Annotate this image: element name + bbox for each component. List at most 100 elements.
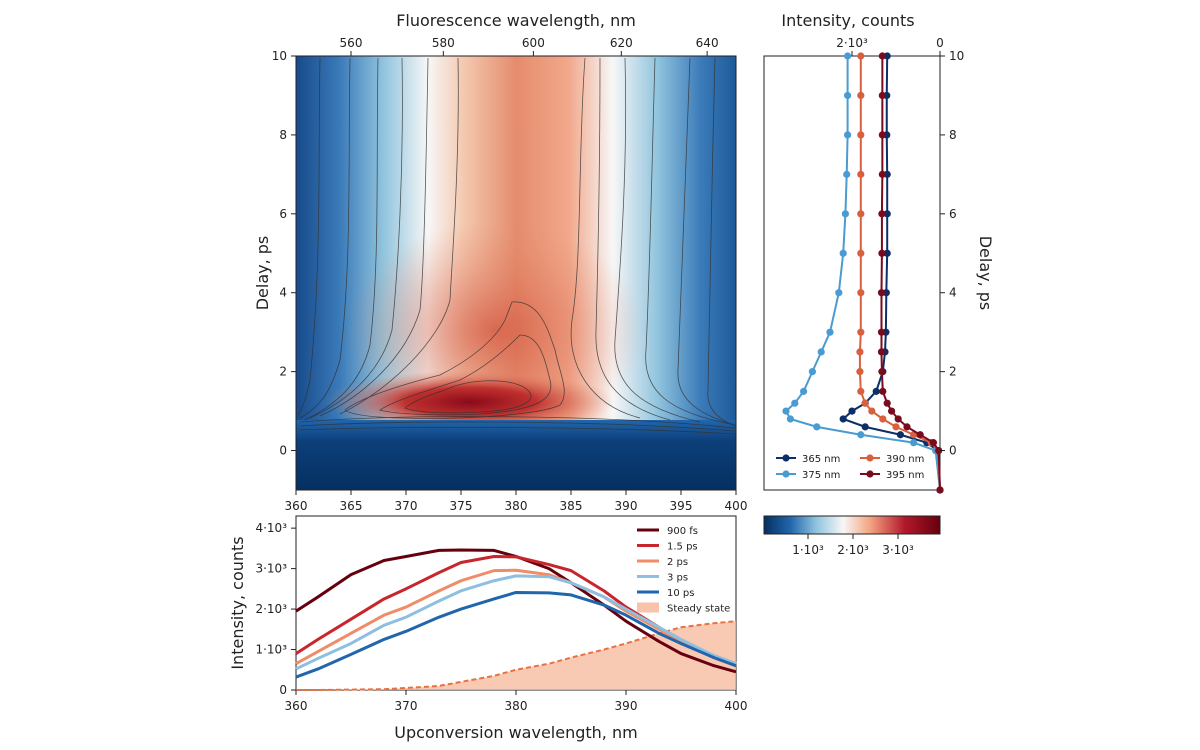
kinetics-y-axis-title: Delay, ps (976, 236, 995, 311)
kinetics-point (861, 399, 869, 407)
kinetics-point (857, 289, 865, 297)
kinetics-legend-label: 375 nm (802, 470, 840, 481)
kinetics-legend-label: 390 nm (886, 454, 924, 465)
spectra-legend-label: 1.5 ps (667, 542, 698, 553)
kinetics-point (894, 415, 902, 423)
kinetics-point (910, 439, 918, 447)
spectra-x-tick-label: 370 (395, 699, 418, 713)
kinetics-legend-label: 365 nm (802, 454, 840, 465)
kinetics-point (916, 431, 924, 439)
kinetics-point (878, 368, 886, 376)
colorbar-tick-label: 1·10³ (792, 543, 824, 557)
kinetics-point (872, 387, 880, 395)
kinetics-point (857, 387, 865, 395)
colorbar-tick-label: 2·10³ (837, 543, 869, 557)
spectra-y-tick-label: 1·10³ (255, 643, 287, 657)
kinetics-point (878, 91, 886, 100)
spectra-legend-label: 2 ps (667, 557, 688, 568)
kinetics-point (861, 423, 869, 431)
heatmap-top-tick-label: 620 (610, 36, 633, 50)
kinetics-point (843, 170, 851, 178)
heatmap-y-tick-label: 0 (279, 444, 287, 458)
kinetics-y-axis: 0 2 4 6 8 10 (940, 49, 964, 458)
kinetics-point (857, 131, 865, 139)
kinetics-legend: 365 nm 375 nm 390 nm 395 nm (776, 454, 924, 481)
heatmap-x-tick-label: 375 (450, 499, 473, 513)
kinetics-point (936, 486, 944, 494)
heatmap-x-tick-label: 385 (560, 499, 583, 513)
kinetics-point (878, 249, 886, 257)
kinetics-point (883, 210, 891, 218)
spectra-series-group (295, 548, 737, 679)
kinetics-point (883, 249, 891, 257)
kinetics-point (844, 131, 852, 139)
spectrum-line-4 (295, 590, 737, 679)
heatmap-prezero-band (296, 420, 736, 490)
kinetics-x-tick-label: 0 (936, 36, 944, 50)
heatmap-x-tick-label: 380 (505, 499, 528, 513)
colorbar (763, 515, 941, 535)
kinetics-point (878, 210, 886, 218)
spectra-x-tick-label: 360 (285, 699, 308, 713)
heatmap-x-axis: 360 365 370 375 380 385 390 395 400 (285, 490, 748, 513)
kinetics-point (877, 348, 886, 356)
kinetics-point (877, 289, 886, 297)
kinetics-point (857, 91, 865, 100)
kinetics-x-axis-title: Intensity, counts (781, 11, 914, 30)
spectra-panel: 360 370 380 390 400 0 1·10³ 2·10³ 3·10³ 4·10³ 90… (228, 515, 747, 742)
kinetics-point (782, 407, 790, 415)
heatmap-top-axis: 560 580 600 620 640 (340, 36, 719, 56)
spectra-y-axis-title: Intensity, counts (228, 536, 247, 669)
kinetics-point (841, 210, 850, 218)
heatmap-y-tick-label: 6 (279, 207, 287, 221)
colorbar-panel: 1·10³ 2·10³ 3·10³ (763, 515, 941, 557)
kinetics-point (857, 431, 865, 439)
kinetics-point (879, 415, 887, 423)
heatmap-top-tick-label: 560 (340, 36, 363, 50)
heatmap-x-tick-label: 360 (285, 499, 308, 513)
heatmap-x-tick-label: 400 (725, 499, 748, 513)
kinetics-y-tick-label: 8 (949, 128, 957, 142)
spectra-y-axis: 0 1·10³ 2·10³ 3·10³ 4·10³ (255, 521, 296, 697)
kinetics-point (813, 423, 821, 431)
spectra-x-tick-label: 380 (505, 699, 528, 713)
kinetics-y-tick-label: 10 (949, 49, 964, 63)
kinetics-point (929, 439, 938, 447)
kinetics-legend-label: 395 nm (886, 470, 924, 481)
spectra-legend-swatch (637, 602, 659, 613)
spectra-legend-label: 900 fs (667, 526, 698, 537)
spectrum-line-2 (295, 568, 737, 666)
kinetics-point (856, 368, 864, 376)
kinetics-point (826, 328, 834, 336)
heatmap-top-tick-label: 600 (522, 36, 545, 50)
kinetics-point (868, 407, 876, 415)
kinetics-point (896, 431, 905, 439)
kinetics-point (857, 328, 865, 336)
kinetics-point (844, 52, 852, 60)
kinetics-point (878, 170, 886, 178)
spectra-x-axis: 360 370 380 390 400 (285, 690, 747, 713)
kinetics-point (786, 415, 795, 423)
colorbar-tick-label: 3·10³ (882, 543, 914, 557)
heatmap-top-tick-label: 580 (432, 36, 455, 50)
kinetics-legend-marker (782, 454, 790, 462)
kinetics-point (935, 446, 943, 455)
kinetics-y-tick-label: 6 (949, 207, 957, 221)
kinetics-point (883, 399, 891, 407)
spectrum-line-3 (295, 574, 737, 671)
heatmap-x-tick-label: 390 (615, 499, 638, 513)
kinetics-point (888, 407, 896, 415)
contour-heatmap-panel: 360 365 370 375 380 385 390 395 400 560 580 600 620… (253, 11, 747, 513)
heatmap-y-tick-label: 8 (279, 128, 287, 142)
kinetics-point (878, 52, 886, 60)
kinetics-frame (763, 55, 941, 491)
kinetics-legend-marker (866, 454, 874, 462)
heatmap-y-tick-label: 4 (279, 286, 287, 300)
contour-lines (297, 57, 736, 435)
kinetics-legend-marker (866, 470, 874, 478)
kinetics-series-group (782, 52, 944, 494)
spectra-y-tick-label: 3·10³ (255, 562, 287, 576)
spectra-y-tick-label: 0 (279, 683, 287, 697)
